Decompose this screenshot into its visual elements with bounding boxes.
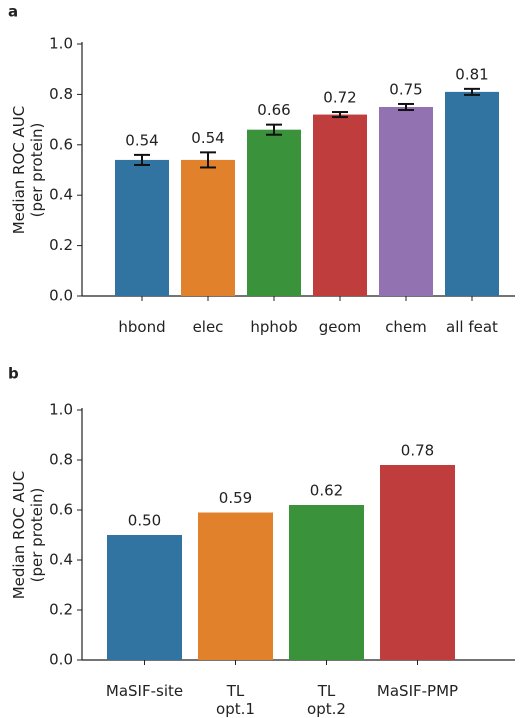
y-tick-label: 0.0: [49, 287, 73, 305]
x-tick-label: elec: [192, 318, 224, 336]
y-tick-label: 0.2: [49, 601, 73, 619]
bar: [247, 129, 301, 296]
data-label: 0.54: [125, 131, 158, 149]
bar: [198, 512, 273, 660]
x-tick-label: all feat: [446, 318, 498, 336]
y-tick-label: 0.4: [49, 551, 73, 569]
y-axis-label: Median ROC AUC (per protein): [10, 470, 46, 600]
data-label: 0.59: [219, 489, 252, 507]
data-label: 0.81: [455, 65, 488, 83]
data-label: 0.66: [257, 101, 290, 119]
x-tick-label: hbond: [118, 318, 166, 336]
bar: [289, 505, 364, 660]
x-tick-label: geom: [318, 318, 362, 336]
data-label: 0.54: [191, 129, 224, 147]
y-tick-label: 0.8: [49, 85, 73, 103]
bar: [380, 465, 455, 660]
x-tick-label: chem: [385, 318, 427, 336]
x-tick-label: MaSIF-PMP: [376, 682, 459, 700]
y-tick-label: 0.4: [49, 186, 73, 204]
data-label: 0.50: [128, 512, 161, 530]
bar: [115, 159, 169, 296]
y-tick-label: 1.0: [49, 401, 73, 419]
data-label: 0.75: [389, 80, 422, 98]
y-tick-label: 1.0: [49, 35, 73, 53]
bar: [107, 535, 182, 660]
bar: [181, 159, 235, 296]
panel-label: b: [8, 365, 19, 383]
y-axis-label: Median ROC AUC (per protein): [10, 105, 46, 235]
y-tick-label: 0.6: [49, 135, 73, 153]
y-tick-label: 0.8: [49, 451, 73, 469]
x-tick-label: MaSIF-site: [105, 682, 184, 700]
bar: [379, 107, 433, 296]
panel-label: a: [8, 3, 18, 21]
y-tick-label: 0.2: [49, 236, 73, 254]
data-label: 0.78: [401, 442, 434, 460]
data-label: 0.62: [310, 482, 343, 500]
x-tick-label: TL opt.1: [216, 682, 255, 718]
y-tick-label: 0.0: [49, 651, 73, 669]
y-tick-label: 0.6: [49, 501, 73, 519]
data-label: 0.72: [323, 89, 356, 107]
x-tick-label: hphob: [250, 318, 298, 336]
x-tick-label: TL opt.2: [307, 682, 346, 718]
bar: [445, 91, 499, 296]
bar: [313, 114, 367, 296]
